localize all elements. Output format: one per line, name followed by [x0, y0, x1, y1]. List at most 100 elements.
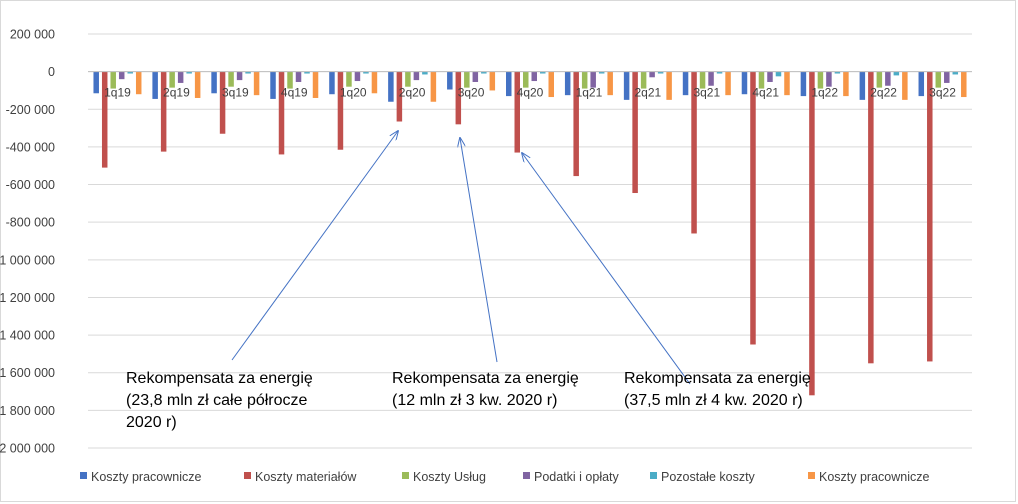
bar-1q19-series-5 [135, 71, 142, 95]
x-tick-label: 4q20 [517, 86, 544, 100]
legend-swatch [244, 472, 251, 479]
y-tick-label: -400 000 [6, 140, 55, 154]
bar-3q21-series-4 [716, 71, 723, 74]
annotation-text: (37,5 mln zł 4 kw. 2020 r) [624, 392, 803, 409]
bar-4q19-series-3 [295, 71, 302, 82]
y-tick-label: -1 000 000 [0, 253, 55, 267]
x-axis-ticks: 1q19 2q19 3q19 4q19 1q20 2q20 3q20 4q20 1q21 2q21… [104, 86, 956, 100]
bar-3q20-series-4 [481, 71, 487, 74]
y-tick-label: 200 000 [10, 28, 55, 42]
bar-3q20-series-2 [464, 71, 470, 88]
bar-3q21-series-3 [708, 71, 714, 86]
bar-2q22-series-4 [893, 71, 900, 76]
bar-4q20-series-0 [506, 71, 512, 97]
annotation-arrow [231, 131, 398, 361]
bar-4q20-series-2 [523, 71, 529, 88]
bar-4q20-series-4 [540, 71, 546, 74]
bar-2q19-series-1 [160, 71, 167, 152]
annotation-text: (23,8 mln zł całe półrocze [126, 392, 308, 409]
y-tick-label: -1 200 000 [0, 291, 55, 305]
y-tick-label: -200 000 [6, 103, 55, 117]
bar-4q21-series-1 [750, 71, 756, 345]
y-tick-label: -1 400 000 [0, 329, 55, 343]
bar-3q21-series-1 [691, 71, 697, 234]
y-tick-label: -1 600 000 [0, 366, 55, 380]
legend-swatch [523, 472, 530, 479]
legend-swatch [80, 472, 87, 479]
gridlines [88, 33, 972, 449]
legend: Koszty pracownicze Koszty materiałów Koszt… [80, 470, 930, 484]
bar-1q22-series-5 [843, 71, 849, 97]
bar-4q20-series-1 [514, 71, 520, 153]
bar-1q20-series-3 [354, 71, 361, 82]
bar-2q21-series-2 [640, 71, 647, 89]
annotation-text: Rekompensata za energię [392, 370, 579, 387]
bar-2q21-series-0 [623, 71, 630, 100]
bar-4q21-series-2 [758, 71, 765, 89]
legend-label: Pozostałe koszty [661, 470, 756, 484]
bar-3q19-series-4 [245, 71, 251, 74]
legend-label: Koszty pracownicze [91, 470, 202, 484]
bar-3q22-series-0 [918, 71, 925, 97]
bar-4q20-series-5 [548, 71, 554, 98]
bar-4q21-series-3 [767, 71, 773, 82]
bar-1q21-series-2 [581, 71, 588, 89]
legend-label: Koszty pracownicze [819, 470, 930, 484]
legend-swatch [402, 472, 409, 479]
legend-swatch [808, 472, 815, 479]
x-tick-label: 1q19 [104, 86, 131, 100]
annotation-arrow [522, 153, 691, 385]
bar-4q19-series-1 [278, 71, 285, 155]
bar-4q21-series-5 [784, 71, 790, 96]
bar-4q21-series-0 [741, 71, 748, 95]
bar-3q19-series-1 [219, 71, 226, 134]
x-tick-label: 2q20 [399, 86, 426, 100]
bar-1q22-series-2 [817, 71, 824, 89]
y-tick-label: -2 000 000 [0, 442, 55, 456]
annotation-text: Rekompensata za energię [624, 370, 811, 387]
bar-2q22-series-2 [876, 71, 883, 88]
y-tick-label: -600 000 [6, 178, 55, 192]
bar-4q19-series-0 [270, 71, 276, 99]
x-tick-label: 3q22 [929, 86, 956, 100]
bar-1q21-series-4 [598, 71, 605, 74]
annotation-text: (12 mln zł 3 kw. 2020 r) [392, 392, 557, 409]
y-axis-ticks: 200 000 0 -200 000 -400 000 -600 000 -800 000… [0, 28, 55, 456]
bar-3q19-series-0 [211, 71, 217, 94]
legend-label: Koszty materiałów [255, 470, 357, 484]
annotation-text: Rekompensata za energię [126, 370, 313, 387]
x-tick-label: 2q22 [870, 86, 897, 100]
bar-2q22-series-1 [868, 71, 874, 364]
bar-1q22-series-4 [834, 71, 841, 74]
bar-1q19-series-4 [127, 71, 133, 74]
bar-4q19-series-2 [287, 71, 293, 89]
bar-2q20-series-5 [430, 71, 437, 102]
bar-2q20-series-0 [388, 71, 394, 102]
bar-1q20-series-2 [346, 71, 352, 87]
bar-2q22-series-0 [859, 71, 866, 100]
x-tick-label: 3q21 [693, 86, 720, 100]
bar-1q19-series-3 [118, 71, 125, 80]
bar-2q19-series-4 [186, 71, 192, 74]
bar-1q20-series-5 [371, 71, 378, 94]
x-tick-label: 3q20 [458, 86, 485, 100]
bar-1q19-series-0 [93, 71, 99, 94]
bar-1q21-series-1 [573, 71, 579, 177]
bar-3q21-series-2 [699, 71, 706, 89]
bar-1q19-series-2 [110, 71, 116, 89]
bar-1q22-series-0 [800, 71, 807, 97]
bar-1q19-series-1 [101, 71, 108, 168]
bar-1q21-series-0 [564, 71, 571, 96]
x-tick-label: 2q19 [163, 86, 190, 100]
bar-2q22-series-3 [885, 71, 891, 86]
bar-2q19-series-5 [194, 71, 201, 98]
bar-2q19-series-0 [152, 71, 158, 99]
bar-4q21-series-4 [775, 71, 782, 77]
annotations: Rekompensata za energię (23,8 mln zł całe… [126, 131, 811, 431]
bar-3q22-series-1 [927, 71, 933, 362]
y-tick-label: 0 [48, 65, 55, 79]
bar-2q20-series-3 [413, 71, 420, 81]
y-tick-label: -1 800 000 [0, 404, 55, 418]
